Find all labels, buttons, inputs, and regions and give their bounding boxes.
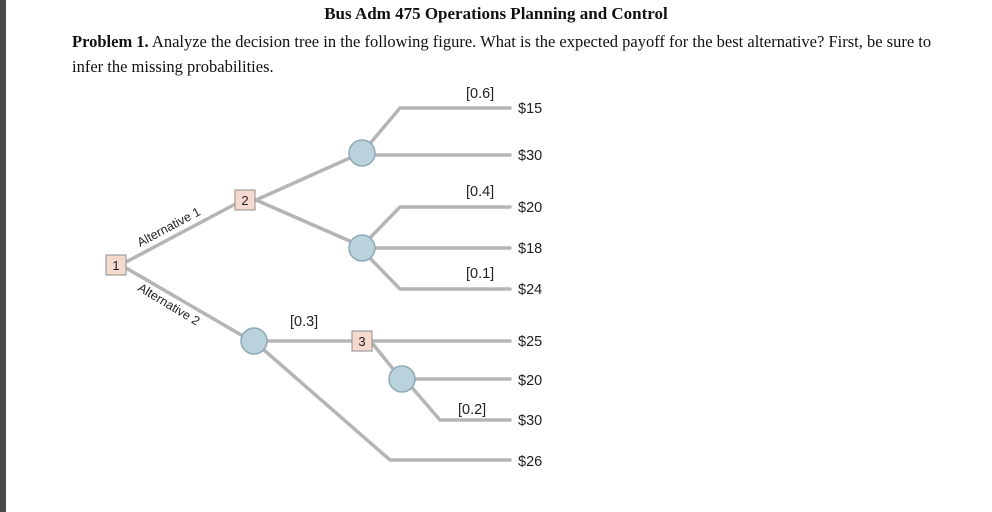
page-title: Bus Adm 475 Operations Planning and Cont… xyxy=(324,4,668,23)
payoff-20-a: $20 xyxy=(518,200,542,216)
branch-payoff-26 xyxy=(254,341,512,462)
problem-text: Analyze the decision tree in the followi… xyxy=(72,32,932,76)
branch-payoff-15 xyxy=(360,106,512,155)
probability-0-2: [0.2] xyxy=(458,402,486,418)
payoff-20-b: $20 xyxy=(518,373,542,389)
branch-alternative-1 xyxy=(124,198,245,264)
branch-2-lower xyxy=(254,198,354,244)
decision-node-1-label: 1 xyxy=(112,258,119,273)
decision-node-3 xyxy=(351,330,373,352)
payoff-18: $18 xyxy=(518,241,542,257)
payoff-24: $24 xyxy=(518,282,542,298)
payoff-30-b: $30 xyxy=(518,413,542,429)
payoff-30-a: $30 xyxy=(518,148,542,164)
tree-branches xyxy=(124,106,512,462)
branch-alternative-2 xyxy=(124,266,245,338)
chance-node-a xyxy=(348,139,376,167)
decision-node-1 xyxy=(105,254,127,276)
probability-0-4: [0.4] xyxy=(466,184,494,200)
decision-node-3-label: 3 xyxy=(358,334,365,349)
left-edge-bar xyxy=(0,0,6,512)
probability-0-6: [0.6] xyxy=(466,86,494,102)
decision-node-2-label: 2 xyxy=(241,193,248,208)
probability-0-1: [0.1] xyxy=(466,266,494,282)
branch-2-upper xyxy=(254,155,354,202)
probability-0-3: [0.3] xyxy=(290,314,318,330)
payoff-15: $15 xyxy=(518,101,542,117)
problem-statement: Problem 1. Analyze the decision tree in … xyxy=(72,29,952,79)
branch-payoff-20a xyxy=(360,205,512,248)
payoff-25: $25 xyxy=(518,334,542,350)
chance-node-d xyxy=(388,365,416,393)
payoff-26: $26 xyxy=(518,454,542,470)
branch-payoff-24 xyxy=(360,248,512,291)
chance-node-c xyxy=(240,327,268,355)
problem-label: Problem 1. xyxy=(72,32,149,51)
chance-node-b xyxy=(348,234,376,262)
decision-node-2 xyxy=(234,189,256,211)
branch-payoff-30b xyxy=(406,381,512,422)
